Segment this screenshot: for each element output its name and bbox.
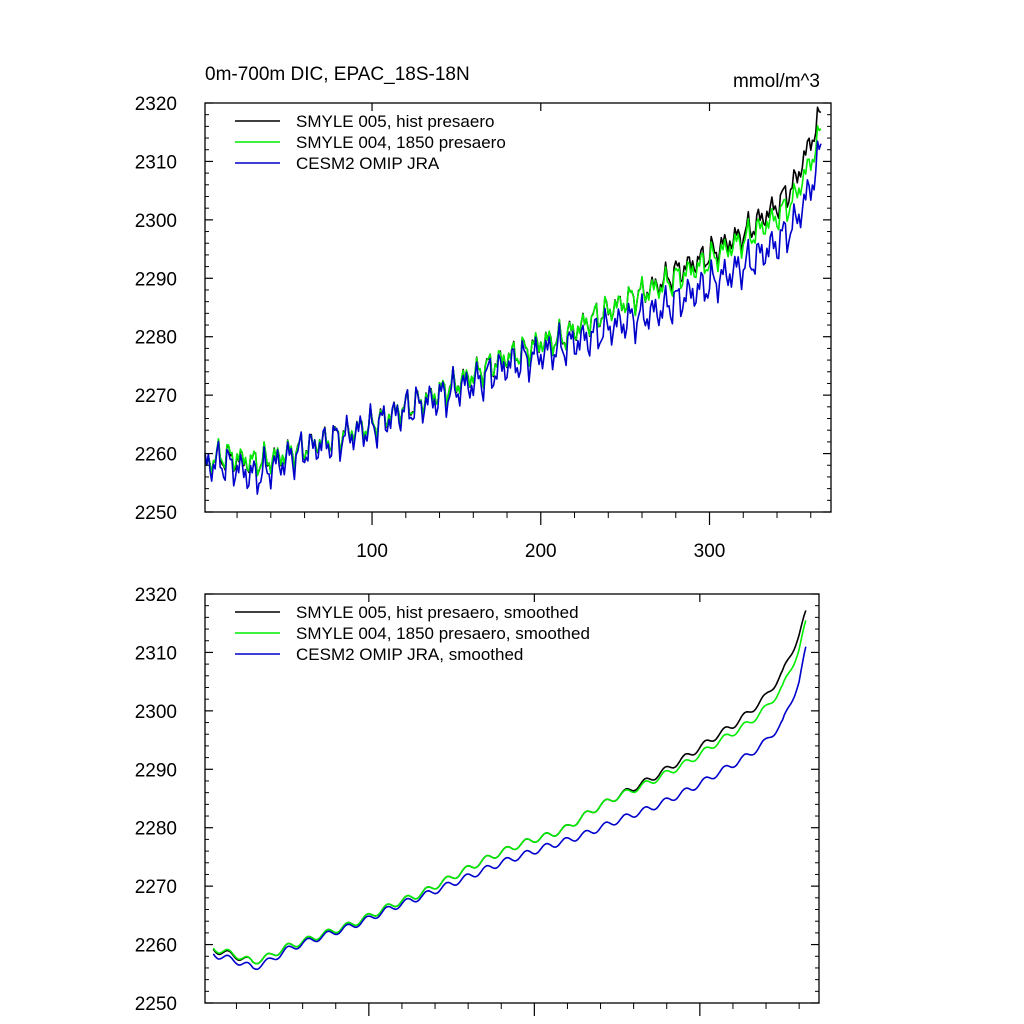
y-tick-label: 2270 xyxy=(135,877,177,898)
y-tick-label: 2310 xyxy=(135,152,177,173)
panel-top-series xyxy=(204,106,822,495)
x-tick-label: 300 xyxy=(694,541,726,562)
y-tick-label: 2250 xyxy=(135,503,177,524)
panel-bottom-ticks: 2250 2260 2270 2280 2290 2300 2310 2320 xyxy=(135,585,819,1016)
legend-label-smyle005-smoothed: SMYLE 005, hist presaero, smoothed xyxy=(296,603,579,622)
y-tick-label: 2280 xyxy=(135,819,177,840)
x-tick-label: 100 xyxy=(356,541,388,562)
legend-label-smyle005: SMYLE 005, hist presaero xyxy=(296,112,494,131)
x-tick-label: 200 xyxy=(525,541,557,562)
panel-bottom-legend: SMYLE 005, hist presaero, smoothed SMYLE… xyxy=(235,603,590,664)
panel-top-ticks: 2250 2260 2270 2280 2290 2300 2310 2320 100 200 30… xyxy=(135,94,831,562)
series-line-smyle004 xyxy=(212,620,807,965)
panel-top-frame xyxy=(204,102,832,513)
y-tick-label: 2310 xyxy=(135,643,177,664)
y-tick-label: 2290 xyxy=(135,269,177,290)
panel-bottom: 2250 2260 2270 2280 2290 2300 2310 2320 SMYLE 0… xyxy=(135,585,820,1016)
y-tick-label: 2290 xyxy=(135,760,177,781)
y-tick-label: 2260 xyxy=(135,445,177,466)
legend-label-cesm2: CESM2 OMIP JRA xyxy=(296,154,440,173)
series-line-cesm2-omip-jra xyxy=(204,140,822,495)
panel-top-legend: SMYLE 005, hist presaero SMYLE 004, 1850… xyxy=(235,112,506,173)
series-line-smyle004 xyxy=(204,125,822,477)
y-tick-label: 2320 xyxy=(135,94,177,115)
y-tick-label: 2270 xyxy=(135,386,177,407)
panel-top-title: 0m-700m DIC, EPAC_18S-18N xyxy=(205,64,470,85)
series-line-cesm2-omip-jra xyxy=(212,646,807,971)
y-tick-label: 2280 xyxy=(135,328,177,349)
legend-label-smyle004: SMYLE 004, 1850 presaero xyxy=(296,133,506,152)
panel-top: 0m-700m DIC, EPAC_18S-18N mmol/m^3 22502… xyxy=(135,64,832,562)
y-tick-label: 2320 xyxy=(135,585,177,606)
panel-bottom-frame xyxy=(204,593,820,1004)
y-tick-label: 2260 xyxy=(135,936,177,957)
y-tick-label: 2300 xyxy=(135,702,177,723)
panel-top-units: mmol/m^3 xyxy=(733,71,820,92)
y-tick-label: 2300 xyxy=(135,211,177,232)
panel-bottom-series xyxy=(212,610,807,971)
legend-label-smyle004-smoothed: SMYLE 004, 1850 presaero, smoothed xyxy=(296,624,590,643)
legend-label-cesm2-smoothed: CESM2 OMIP JRA, smoothed xyxy=(296,645,523,664)
y-tick-label: 2250 xyxy=(135,994,177,1015)
